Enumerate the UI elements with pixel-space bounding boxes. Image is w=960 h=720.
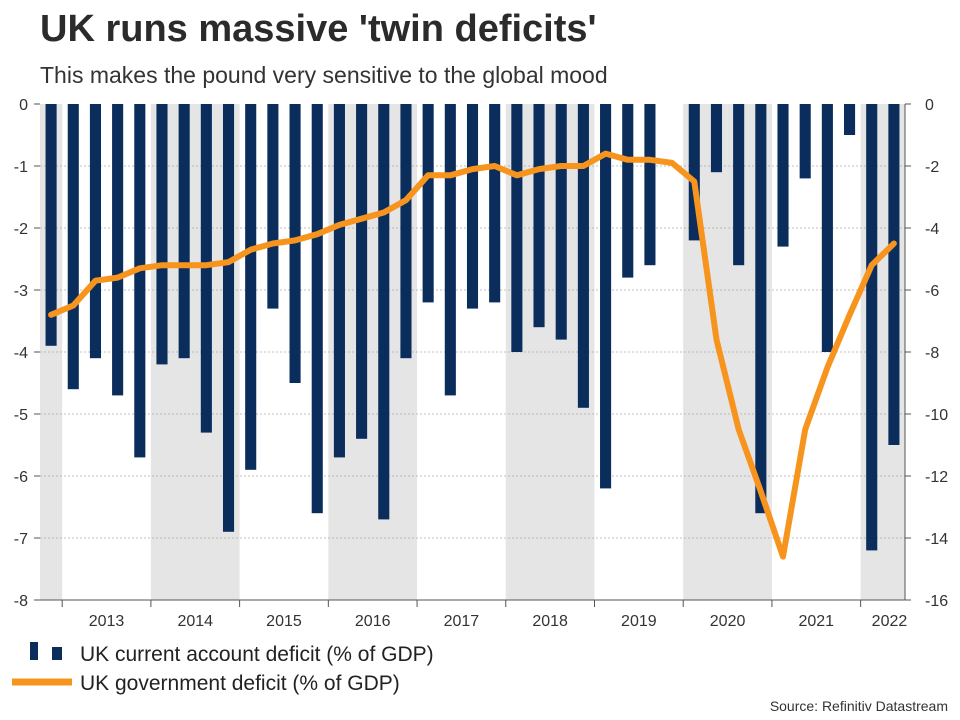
year-label-2020: 2020 bbox=[710, 613, 746, 630]
bar-current-account bbox=[710, 104, 723, 173]
line-government-deficit bbox=[48, 150, 897, 560]
bar-current-account bbox=[112, 104, 124, 396]
bar-current-account bbox=[400, 104, 412, 359]
year-label-2013: 2013 bbox=[89, 613, 125, 630]
bar-current-account bbox=[555, 104, 567, 340]
left-tick-label: -8 bbox=[14, 593, 28, 610]
year-label-2014: 2014 bbox=[177, 613, 213, 630]
bar-current-account bbox=[245, 104, 257, 470]
year-label-2021: 2021 bbox=[798, 613, 834, 630]
bar-current-account bbox=[688, 104, 700, 241]
bar-current-account bbox=[289, 104, 301, 383]
right-tick-label: -14 bbox=[925, 531, 948, 548]
right-tick-label: -16 bbox=[925, 593, 948, 610]
bar-current-account bbox=[422, 104, 434, 303]
bar-current-account bbox=[311, 104, 323, 514]
axes-group: 0 -1 -2 -3 -4 -5 -6 -7 -8 0 -2 -4 -6 -8 -10 -12 -14 -16 20… bbox=[14, 97, 948, 630]
bar-current-account bbox=[378, 104, 390, 520]
bar-current-account bbox=[200, 104, 212, 433]
legend-bar-swatch-1 bbox=[30, 642, 38, 660]
right-tick-label: -4 bbox=[925, 221, 939, 238]
bar-current-account bbox=[644, 104, 656, 266]
source-note: Source: Refinitiv Datastream bbox=[769, 698, 948, 714]
left-tick-label: -6 bbox=[14, 469, 28, 486]
left-tick-label: -4 bbox=[14, 345, 28, 362]
bar-current-account bbox=[356, 104, 368, 439]
year-label-2017: 2017 bbox=[444, 613, 480, 630]
bar-current-account bbox=[67, 104, 79, 390]
left-tick-label: 0 bbox=[19, 97, 28, 114]
chart-title: UK runs massive 'twin deficits' bbox=[40, 8, 597, 50]
bar-current-account bbox=[577, 104, 589, 408]
bar-current-account bbox=[222, 104, 235, 532]
right-tick-label: -8 bbox=[925, 345, 939, 362]
legend: UK current account deficit (% of GDP) UK… bbox=[12, 642, 434, 695]
right-tick-label: 0 bbox=[925, 97, 934, 114]
bar-current-account bbox=[333, 104, 345, 458]
bar-current-account bbox=[733, 104, 745, 266]
year-label-2015: 2015 bbox=[266, 613, 302, 630]
bar-current-account bbox=[466, 104, 479, 309]
right-tick-label: -6 bbox=[925, 283, 939, 300]
bar-current-account bbox=[444, 104, 456, 396]
bar-current-account bbox=[821, 104, 833, 352]
left-tick-label: -2 bbox=[14, 221, 28, 238]
bar-current-account bbox=[600, 104, 612, 489]
bar-current-account bbox=[844, 104, 856, 135]
bar-current-account bbox=[888, 104, 900, 445]
year-label-2022: 2022 bbox=[872, 613, 908, 630]
legend-label-government: UK government deficit (% of GDP) bbox=[80, 672, 400, 695]
bar-current-account bbox=[267, 104, 279, 309]
left-tick-label: -5 bbox=[14, 407, 28, 424]
bar-current-account bbox=[511, 104, 523, 352]
left-tick-label: -3 bbox=[14, 283, 28, 300]
right-tick-label: -2 bbox=[925, 159, 939, 176]
legend-label-current-account: UK current account deficit (% of GDP) bbox=[80, 643, 434, 666]
bar-current-account bbox=[777, 104, 789, 247]
bar-current-account bbox=[45, 104, 57, 346]
year-label-2019: 2019 bbox=[621, 613, 657, 630]
bar-current-account bbox=[755, 104, 767, 514]
year-label-2016: 2016 bbox=[355, 613, 391, 630]
bar-current-account bbox=[156, 104, 168, 365]
left-tick-label: -1 bbox=[14, 159, 28, 176]
bar-current-account bbox=[533, 104, 545, 328]
bar-current-account bbox=[866, 104, 878, 551]
bar-current-account bbox=[134, 104, 146, 458]
right-tick-label: -12 bbox=[925, 469, 948, 486]
legend-bar-swatch-2 bbox=[52, 647, 62, 660]
line-group bbox=[48, 150, 897, 560]
left-tick-label: -7 bbox=[14, 531, 28, 548]
bar-current-account bbox=[178, 104, 190, 359]
year-label-2018: 2018 bbox=[532, 613, 568, 630]
bar-current-account bbox=[89, 104, 101, 359]
right-tick-label: -10 bbox=[925, 407, 948, 424]
bar-current-account bbox=[799, 104, 811, 179]
chart-subtitle: This makes the pound very sensitive to t… bbox=[40, 62, 608, 88]
bars-group bbox=[45, 104, 900, 551]
bar-current-account bbox=[489, 104, 501, 303]
bar-current-account bbox=[622, 104, 634, 278]
